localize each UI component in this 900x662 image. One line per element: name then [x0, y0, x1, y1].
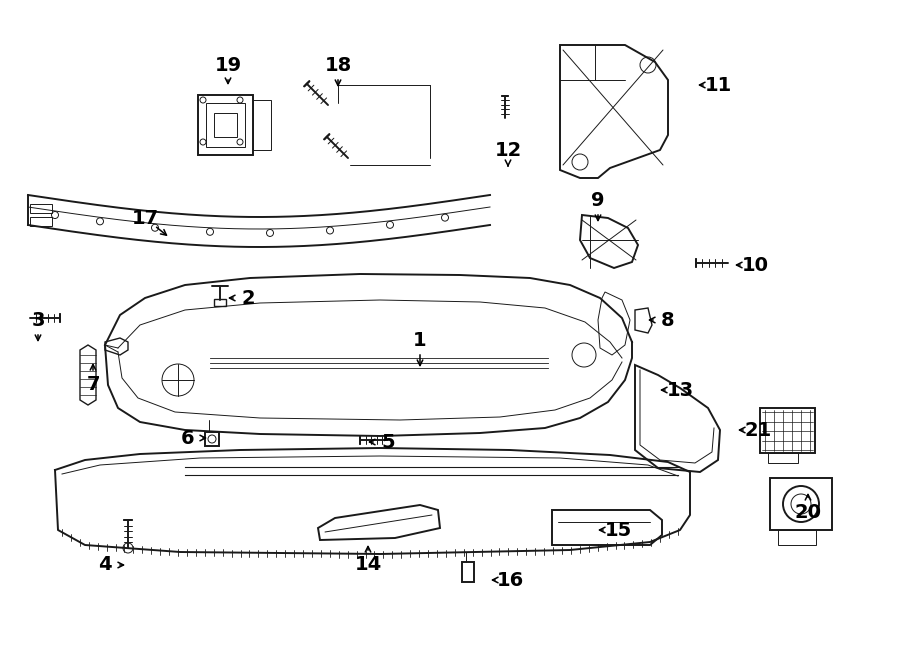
Text: 4: 4: [98, 555, 112, 575]
Text: 15: 15: [605, 520, 632, 540]
Text: 11: 11: [705, 75, 732, 95]
Text: 1: 1: [413, 330, 427, 350]
Text: 6: 6: [181, 428, 194, 448]
Text: 17: 17: [131, 209, 158, 228]
Text: 18: 18: [324, 56, 352, 75]
Bar: [30, 217, 52, 226]
Bar: [768, 453, 798, 463]
Bar: [770, 478, 832, 530]
Bar: [198, 95, 253, 155]
Bar: [30, 204, 52, 213]
Text: 12: 12: [494, 140, 522, 160]
Bar: [214, 113, 237, 137]
Text: 10: 10: [742, 256, 769, 275]
Bar: [778, 530, 816, 545]
Text: 5: 5: [382, 432, 395, 451]
Text: 20: 20: [795, 502, 822, 522]
Text: 3: 3: [32, 310, 45, 330]
Text: 9: 9: [591, 191, 605, 209]
Text: 16: 16: [497, 571, 524, 589]
Bar: [214, 299, 226, 306]
Bar: [253, 100, 271, 150]
Text: 2: 2: [241, 289, 255, 308]
Text: 19: 19: [214, 56, 241, 75]
Bar: [206, 103, 245, 147]
Text: 14: 14: [355, 555, 382, 575]
Bar: [760, 408, 815, 453]
Text: 21: 21: [744, 420, 771, 440]
Bar: [462, 562, 474, 582]
Text: 8: 8: [662, 310, 675, 330]
Text: 13: 13: [666, 381, 694, 399]
Bar: [205, 432, 219, 446]
Text: 7: 7: [86, 375, 100, 395]
